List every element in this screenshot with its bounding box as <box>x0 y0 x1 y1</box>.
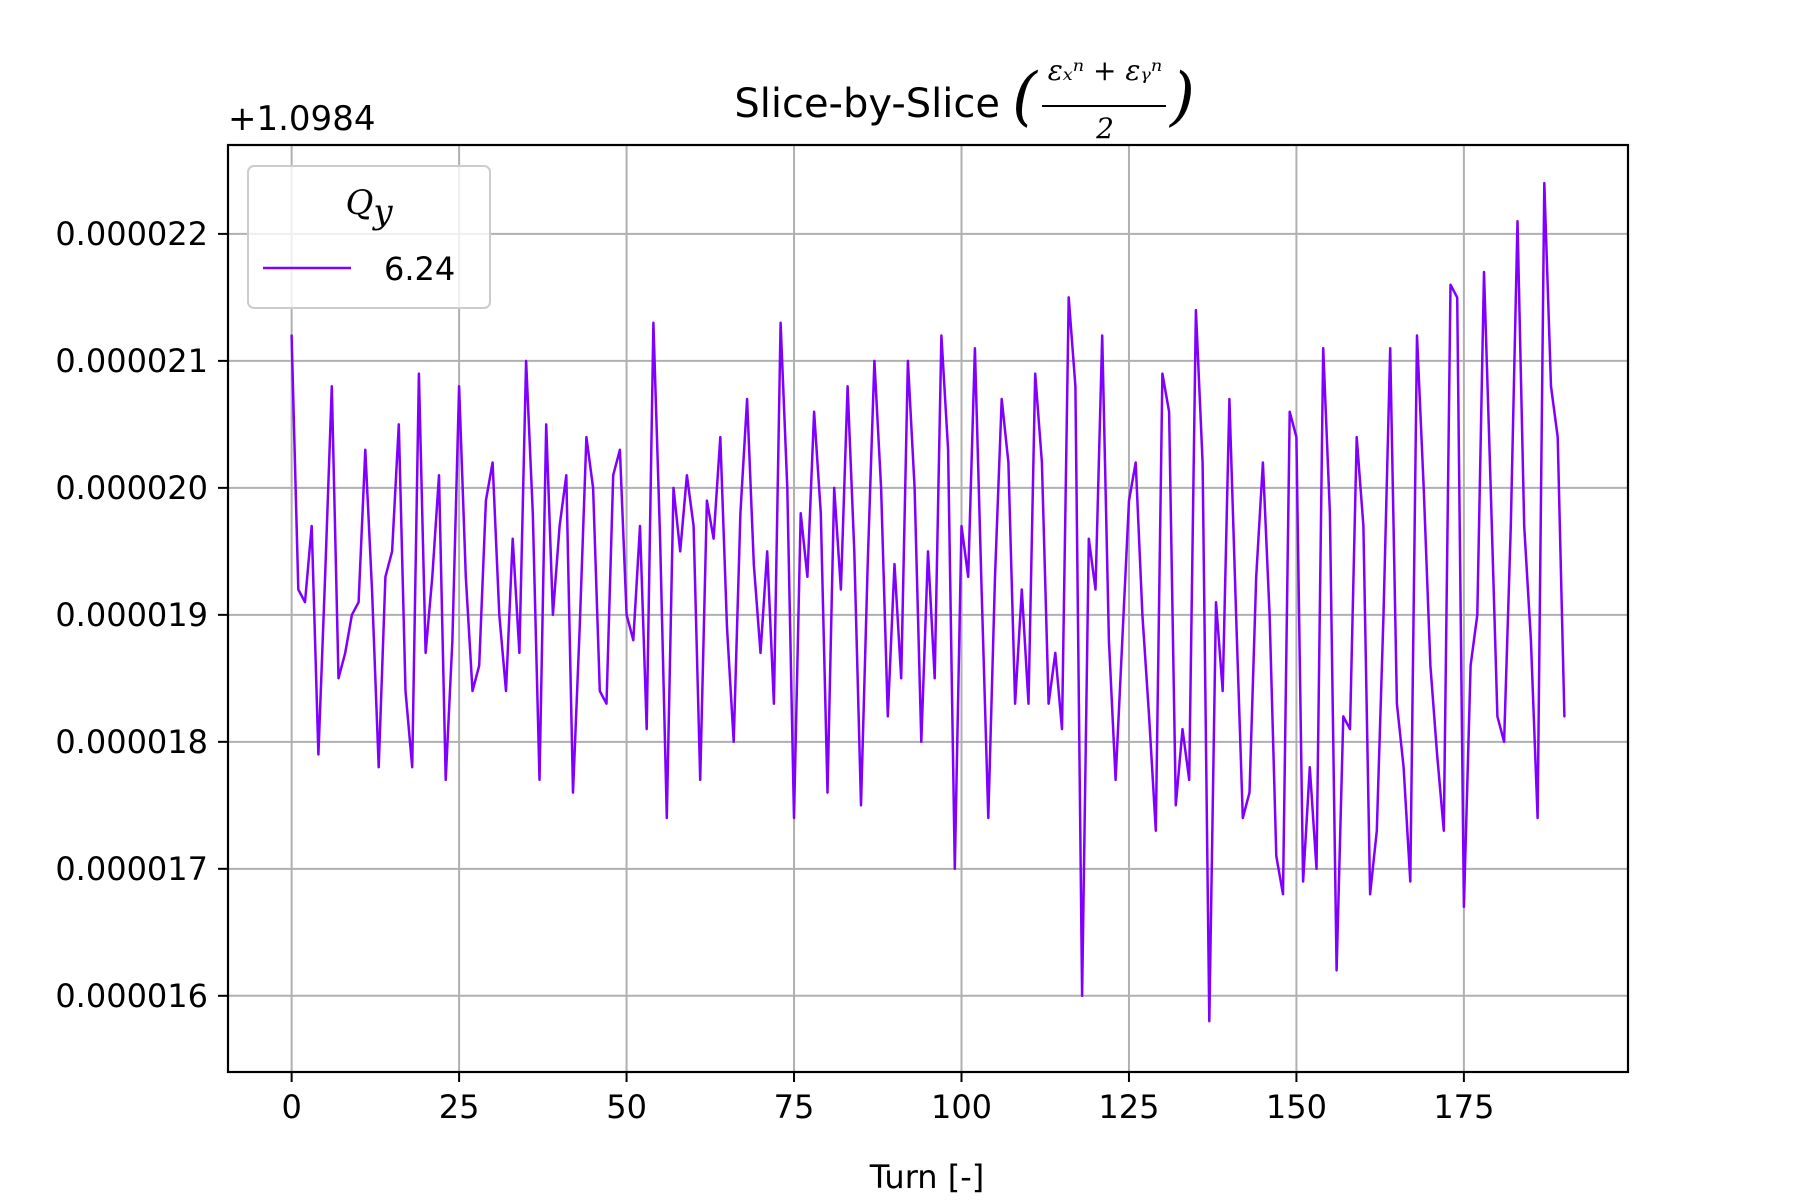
y-tick-label: 0.000021 <box>55 342 208 380</box>
x-tick-label: 150 <box>1266 1088 1327 1126</box>
y-tick-label: 0.000019 <box>55 596 208 634</box>
legend-box <box>247 165 491 309</box>
legend-entry-label: 6.24 <box>384 250 455 288</box>
legend: Qy 6.24 <box>247 165 491 309</box>
y-tick-label: 0.000016 <box>55 977 208 1015</box>
plot-frame <box>226 143 1630 1074</box>
series-layer <box>290 181 1566 1023</box>
title-right-paren: ) <box>1168 60 1195 134</box>
y-offset-label: +1.0984 <box>228 99 375 139</box>
x-tick-label: 25 <box>439 1088 480 1126</box>
legend-title-main: Q <box>345 183 373 223</box>
x-tick-label: 175 <box>1433 1088 1494 1126</box>
y-tick-label: 0.000018 <box>55 723 208 761</box>
x-tick-label: 50 <box>606 1088 647 1126</box>
axis-ticks: 0 25 50 75 100 125 150 175 0.000016 0.000017 0.000… <box>55 215 1494 1126</box>
legend-title: Qy <box>345 183 393 232</box>
x-tick-label: 125 <box>1098 1088 1159 1126</box>
x-tick-label: 0 <box>281 1088 301 1126</box>
chart-title: Slice-by-Slice ( εₓⁿ + εᵧⁿ 2 ) <box>734 54 1195 145</box>
x-tick-label: 100 <box>931 1088 992 1126</box>
x-axis-label: Turn [-] <box>869 1158 985 1196</box>
title-left-paren: ( <box>1012 60 1039 134</box>
series-line <box>290 181 1566 1023</box>
y-tick-label: 0.000017 <box>55 850 208 888</box>
x-tick-label: 75 <box>774 1088 815 1126</box>
legend-title-subscript: y <box>371 192 393 232</box>
y-tick-label: 0.000022 <box>55 215 208 253</box>
chart-title-text: Slice-by-Slice <box>734 81 1000 127</box>
title-numerator: εₓⁿ + εᵧⁿ <box>1048 54 1163 87</box>
title-denominator: 2 <box>1095 112 1114 145</box>
y-tick-label: 0.000020 <box>55 469 208 507</box>
